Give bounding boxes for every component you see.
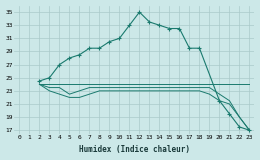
X-axis label: Humidex (Indice chaleur): Humidex (Indice chaleur) — [79, 145, 190, 154]
